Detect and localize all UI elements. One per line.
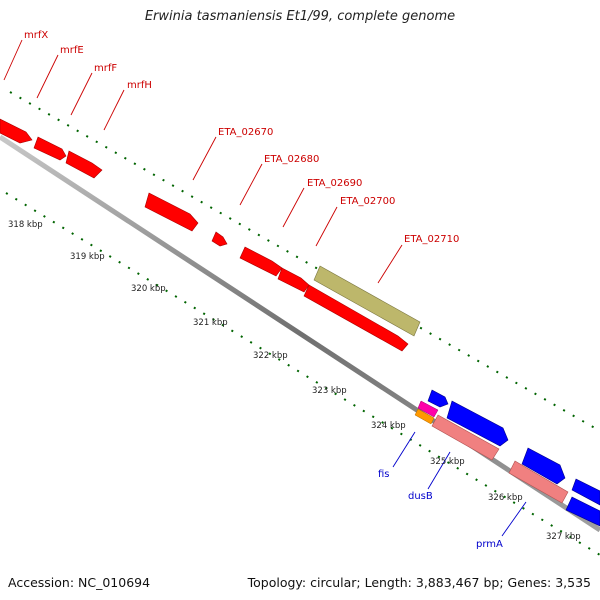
gene-label-fis: fis [378, 469, 390, 480]
kbp-label-326: 326 kbp [488, 493, 523, 503]
gene-arrow-ETA_02670[interactable] [211, 231, 228, 247]
topology-text: Topology: circular; Length: 3,883,467 bp… [247, 575, 591, 590]
kbp-label-318: 318 kbp [8, 220, 43, 230]
kbp-label-324: 324 kbp [371, 421, 406, 431]
gene-arrow-ETA_02690[interactable] [277, 267, 310, 293]
kbp-label-327: 327 kbp [546, 532, 581, 542]
gene-arrow-prmA[interactable] [521, 447, 566, 485]
kbp-label-323: 323 kbp [312, 386, 347, 396]
gene-label-mrfH: mrfH [127, 80, 152, 91]
gene-bar-rna-1[interactable] [431, 414, 500, 461]
feature-orange[interactable] [414, 408, 435, 425]
accession-text: Accession: NC_010694 [8, 575, 151, 590]
gene-bar-rna-2[interactable] [508, 460, 569, 504]
gene-label-ETA_02670: ETA_02670 [218, 127, 273, 138]
gene-arrow-ETA_02700[interactable] [303, 284, 409, 352]
gene-bar-ETA_02710[interactable] [313, 265, 421, 337]
gene-arrow-mrfE[interactable] [33, 136, 67, 161]
gene-label-mrfX: mrfX [24, 30, 48, 41]
gene-label-ETA_02710: ETA_02710 [404, 234, 459, 245]
gene-arrow-dusB[interactable] [446, 400, 509, 447]
gene-arrow-unnamed-2[interactable] [565, 496, 600, 527]
gene-label-ETA_02700: ETA_02700 [340, 196, 395, 207]
genome-backbone [0, 134, 600, 533]
kbp-label-322: 322 kbp [253, 351, 288, 361]
gene-label-prmA: prmA [476, 539, 503, 550]
gene-label-dusB: dusB [408, 491, 433, 502]
reverse-leader-lines [392, 431, 527, 537]
gene-label-ETA_02680: ETA_02680 [264, 154, 319, 165]
map-title: Erwinia tasmaniensis Et1/99, complete ge… [144, 9, 456, 24]
gene-label-ETA_02690: ETA_02690 [307, 178, 362, 189]
kbp-label-325: 325 kbp [430, 457, 465, 467]
gene-arrow-mrfX[interactable] [0, 118, 33, 144]
gene-arrow-ETA_02680[interactable] [239, 246, 283, 277]
gene-arrow-unnamed-1[interactable] [571, 478, 600, 506]
gene-label-mrfE: mrfE [60, 45, 84, 56]
kbp-label-321: 321 kbp [193, 318, 228, 328]
gene-arrow-mrfH[interactable] [144, 192, 199, 232]
gene-arrow-mrfF[interactable] [65, 150, 103, 179]
feature-magenta[interactable] [417, 400, 439, 418]
kbp-label-320: 320 kbp [131, 284, 166, 294]
gene-label-mrfF: mrfF [94, 63, 117, 74]
forward-leader-lines [3, 39, 403, 284]
kbp-label-319: 319 kbp [70, 252, 105, 262]
gene-arrow-fis[interactable] [427, 389, 449, 408]
